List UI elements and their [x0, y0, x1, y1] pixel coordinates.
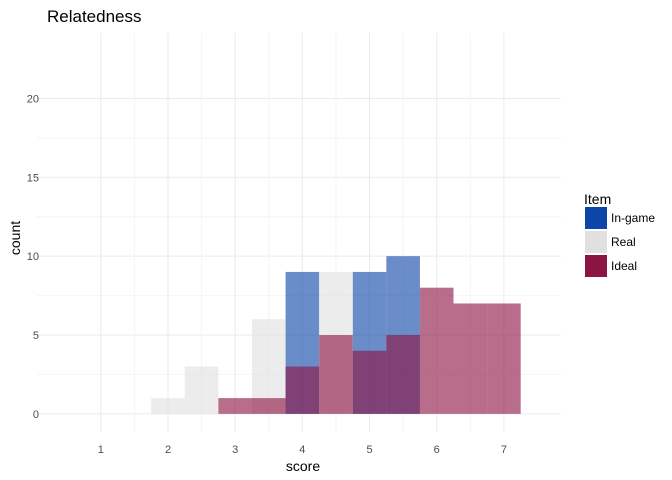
x-tick-label: 6: [434, 444, 440, 456]
x-axis-ticks: 1 2 3 4 5 6 7: [98, 444, 507, 456]
legend-swatch: [585, 207, 607, 229]
bar-ideal: [218, 398, 252, 414]
legend-swatch: [585, 255, 607, 277]
x-tick-label: 4: [299, 444, 305, 456]
y-tick-label: 10: [27, 251, 39, 263]
y-tick-label: 15: [27, 172, 39, 184]
chart-title: Relatedness: [47, 7, 142, 26]
y-axis-label: count: [7, 221, 23, 255]
bar-ideal: [352, 350, 387, 414]
x-tick-label: 1: [98, 444, 104, 456]
bar-ideal: [453, 303, 488, 414]
legend-label: In-game: [611, 211, 655, 225]
x-tick-label: 3: [232, 444, 238, 456]
x-tick-label: 7: [501, 444, 507, 456]
histogram-bars: [151, 256, 521, 414]
legend-label: Real: [611, 235, 636, 249]
y-tick-label: 5: [33, 330, 39, 342]
bar-ideal: [319, 335, 353, 414]
legend-items: In-game Real Ideal: [585, 207, 655, 277]
bar-real: [151, 398, 185, 414]
bar-ideal: [487, 303, 521, 414]
bar-ideal: [419, 287, 454, 414]
x-tick-label: 5: [366, 444, 372, 456]
bar-real: [184, 366, 219, 414]
y-tick-label: 0: [33, 409, 39, 421]
bar-ideal: [285, 366, 320, 414]
legend-swatch: [585, 231, 607, 253]
bar-ideal: [251, 398, 286, 414]
x-tick-label: 2: [165, 444, 171, 456]
y-axis-ticks: 0 5 10 15 20: [27, 93, 39, 420]
y-tick-label: 20: [27, 93, 39, 105]
x-axis-label: score: [286, 458, 320, 474]
legend-title: Item: [584, 191, 611, 207]
legend: Item In-game Real Ideal: [584, 191, 655, 277]
legend-label: Ideal: [611, 259, 637, 273]
bar-ideal: [386, 335, 420, 414]
